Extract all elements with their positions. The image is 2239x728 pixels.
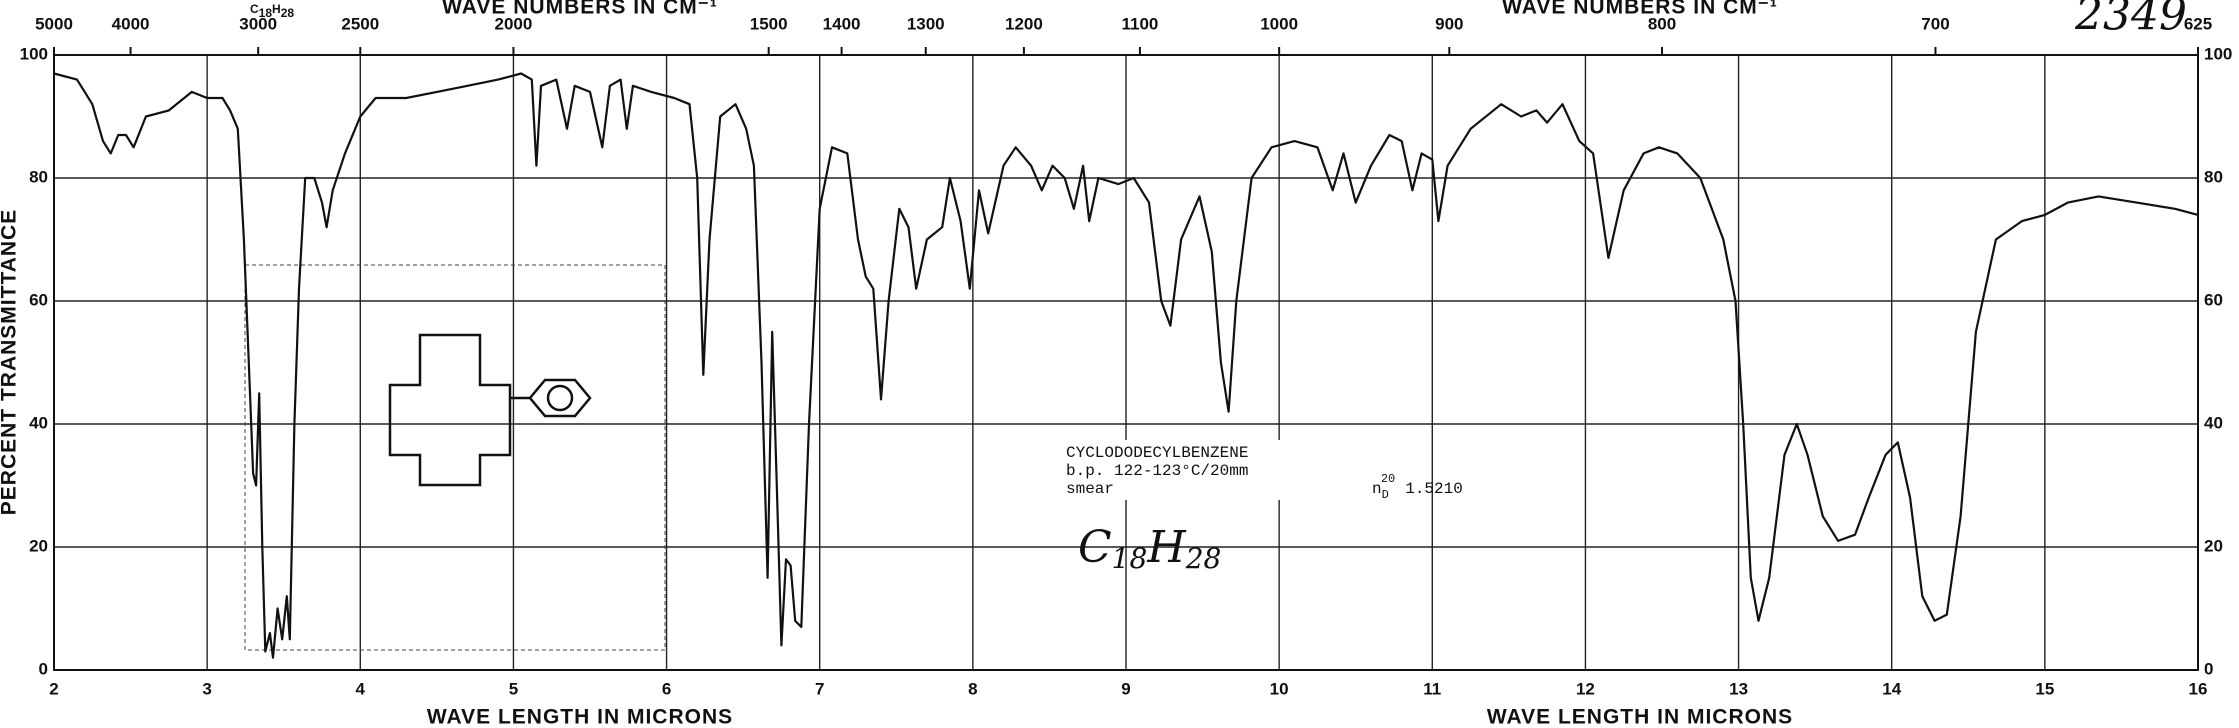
formula-part: 18 (259, 6, 273, 20)
y-tick-label: 80 (29, 167, 48, 186)
formula-part: H (272, 2, 281, 16)
y-axis-title: PERCENT TRANSMITTANCE (0, 209, 21, 515)
y-tick-label: 20 (2204, 536, 2223, 555)
x2-tick-label: 1500 (750, 14, 788, 33)
x-tick-label: 2 (49, 679, 58, 698)
y-tick-label: 20 (29, 536, 48, 555)
x-tick-label: 11 (1423, 679, 1441, 698)
y-tick-label: 0 (39, 659, 48, 678)
x-tick-label: 15 (2035, 679, 2054, 698)
x-tick-label: 9 (1121, 679, 1130, 698)
x2-tick-label: 1300 (907, 14, 945, 33)
x2-tick-label: 1200 (1005, 14, 1043, 33)
x-tick-label: 14 (1882, 679, 1901, 698)
x-axis-title: WAVE LENGTH IN MICRONS (1487, 706, 1793, 728)
compound-name: CYCLODODECYLBENZENE (1066, 444, 1248, 462)
x2-tick-label: 1100 (1121, 14, 1158, 33)
boiling-point: b.p. 122-123°C/20mm (1066, 462, 1248, 480)
ri-sup: 20 (1381, 472, 1395, 486)
y-tick-label: 60 (2204, 290, 2223, 309)
formula-part: 18 (1112, 542, 1148, 575)
x2-tick-label: 4000 (112, 14, 150, 33)
formula-part: H (1146, 522, 1187, 573)
method: smear (1066, 480, 1114, 498)
y-tick-label: 60 (29, 290, 48, 309)
benzene-circle (546, 384, 574, 412)
formula-part: 28 (281, 6, 295, 20)
x2-tick-label: 625 (2184, 14, 2212, 33)
formula-part: C (250, 2, 259, 16)
ri-sub: D (1382, 488, 1389, 502)
x2-axis-title: WAVE NUMBERS IN CM⁻¹ (442, 0, 718, 19)
x2-tick-label: 800 (1648, 14, 1676, 33)
x2-tick-label: 5000 (35, 14, 73, 33)
formula-part: 28 (1185, 542, 1222, 575)
x-tick-label: 8 (968, 679, 977, 698)
x-tick-label: 7 (815, 679, 824, 698)
x2-tick-label: 3000 (239, 14, 277, 33)
formula-part: C (1078, 522, 1112, 573)
hatch-box (244, 264, 666, 651)
x-axis-title: WAVE LENGTH IN MICRONS (427, 706, 733, 728)
x-tick-label: 16 (2189, 679, 2208, 698)
y-tick-label: 40 (29, 413, 48, 432)
cyclododecyl-ring (388, 333, 512, 487)
y-tick-label: 100 (20, 44, 48, 63)
spectrum-number: 2349 (2074, 0, 2187, 41)
x-tick-label: 4 (356, 679, 366, 698)
y-tick-label: 40 (2204, 413, 2223, 432)
x-tick-label: 10 (1270, 679, 1289, 698)
ri-symbol: n (1372, 480, 1382, 498)
x2-tick-label: 1000 (1260, 14, 1298, 33)
x-tick-label: 3 (202, 679, 211, 698)
structure-drawing (244, 264, 666, 651)
x2-tick-label: 2500 (341, 14, 379, 33)
y-tick-label: 0 (2204, 659, 2213, 678)
header-formula: C18H28 (250, 2, 294, 20)
refractive-index: nD 20 1.5210 (1372, 472, 1463, 502)
handwritten-formula: C18H28 (1078, 522, 1221, 575)
spectrum-line (53, 72, 2199, 659)
x2-tick-label: 900 (1435, 14, 1463, 33)
y-tick-label: 100 (2204, 44, 2232, 63)
x-tick-label: 6 (662, 679, 671, 698)
y-tick-label: 80 (2204, 167, 2223, 186)
x-tick-label: 13 (1729, 679, 1748, 698)
x-tick-label: 5 (509, 679, 518, 698)
x2-tick-label: 700 (1921, 14, 1949, 33)
label-backing (1060, 440, 1320, 500)
x2-tick-label: 2000 (495, 14, 533, 33)
x-tick-label: 12 (1576, 679, 1595, 698)
plot-frame (53, 54, 2199, 671)
x2-axis-title: WAVE NUMBERS IN CM⁻¹ (1502, 0, 1778, 19)
ri-value: 1.5210 (1405, 480, 1463, 498)
x2-tick-label: 1400 (823, 14, 861, 33)
